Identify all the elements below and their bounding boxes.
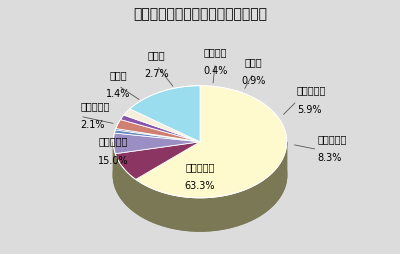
Polygon shape [130, 86, 200, 142]
Text: 動植物園: 動植物園 [204, 47, 227, 57]
Text: 0.9%: 0.9% [241, 76, 266, 86]
Text: 科学博物館: 科学博物館 [317, 134, 347, 144]
Text: 2.7%: 2.7% [144, 69, 169, 78]
Polygon shape [115, 129, 200, 142]
Text: 2.1%: 2.1% [80, 119, 105, 129]
Text: 8.3%: 8.3% [317, 152, 342, 162]
Text: 植物園: 植物園 [148, 50, 166, 60]
Polygon shape [115, 142, 200, 180]
Text: 美術博物館: 美術博物館 [99, 136, 128, 146]
Polygon shape [113, 142, 287, 231]
Text: 歴史博物館: 歴史博物館 [185, 162, 215, 171]
Polygon shape [120, 116, 200, 142]
Text: 動物園: 動物園 [110, 70, 127, 80]
Text: 野外博物館: 野外博物館 [80, 101, 110, 110]
Ellipse shape [113, 119, 287, 231]
Polygon shape [116, 120, 200, 142]
Text: 図１－２　博物館類似施設の構成比: 図１－２ 博物館類似施設の構成比 [133, 8, 267, 22]
Text: 15.0%: 15.0% [98, 155, 129, 165]
Text: 1.4%: 1.4% [106, 89, 130, 99]
Text: 0.4%: 0.4% [203, 66, 228, 76]
Text: 5.9%: 5.9% [297, 104, 322, 114]
Text: 水族館: 水族館 [245, 57, 262, 67]
Text: 総合博物館: 総合博物館 [297, 85, 326, 95]
Text: 63.3%: 63.3% [185, 180, 215, 190]
Polygon shape [113, 134, 200, 154]
Polygon shape [114, 130, 200, 142]
Polygon shape [124, 109, 200, 142]
Polygon shape [136, 86, 287, 198]
